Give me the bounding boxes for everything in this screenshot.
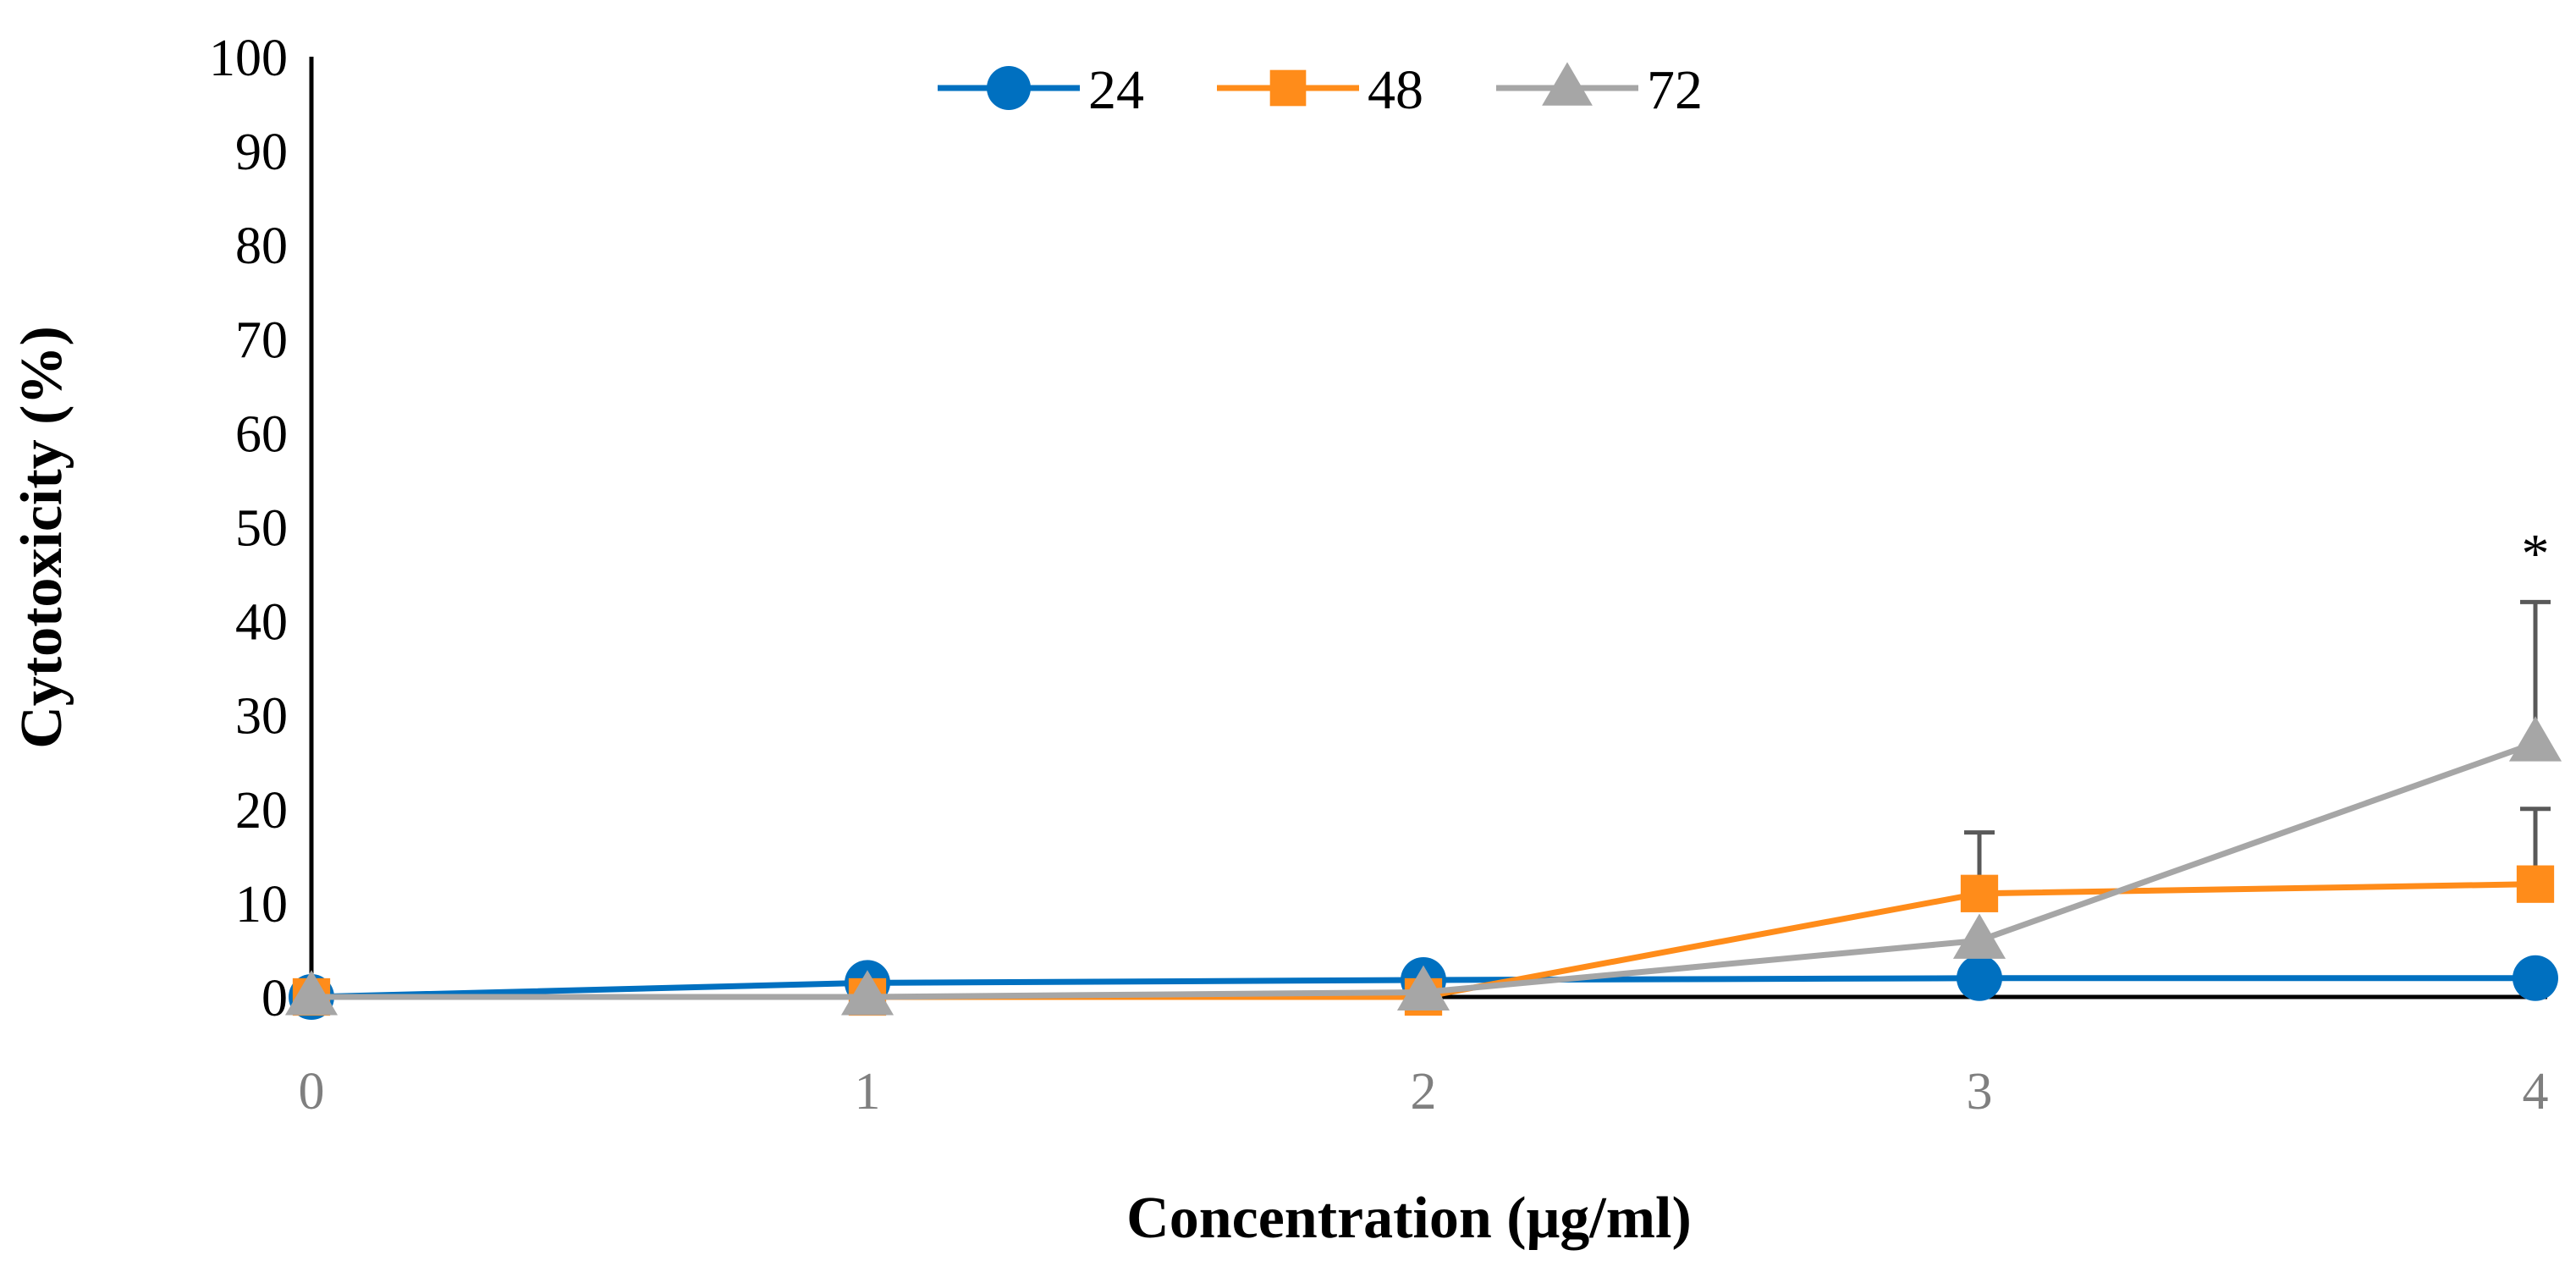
y-tick-label: 70: [235, 311, 288, 369]
data-point-72: [1396, 965, 1450, 1010]
y-axis-title: Cytotoxicity (%): [9, 326, 74, 749]
legend-label-72: 72: [1647, 59, 1703, 121]
y-tick-label: 60: [235, 405, 288, 463]
legend-item-24: 24: [938, 59, 1144, 121]
error-bars: [1964, 599, 2551, 894]
x-tick-label: 1: [855, 1063, 881, 1121]
legend-label-48: 48: [1368, 59, 1423, 121]
x-tick-label: 3: [1967, 1063, 1993, 1121]
data-point-48: [1960, 874, 1999, 912]
legend-label-24: 24: [1088, 59, 1144, 121]
legend: 24 48 72: [938, 59, 1703, 121]
y-tick-label: 40: [235, 594, 288, 652]
y-tick-label: 0: [261, 970, 288, 1027]
x-tick-label: 4: [2523, 1063, 2549, 1121]
data-point-48: [2516, 865, 2555, 903]
legend-marker-24: [987, 66, 1031, 110]
y-axis-ticks: 0 10 20 30 40 50 60 70 80 90 100: [209, 30, 288, 1027]
legend-marker-48: [1269, 69, 1307, 107]
y-tick-label: 90: [235, 124, 288, 181]
data-point-72: [2508, 716, 2562, 762]
y-tick-label: 50: [235, 500, 288, 558]
data-point-24: [1957, 955, 2002, 1001]
legend-item-48: 48: [1217, 59, 1423, 121]
y-tick-label: 30: [235, 688, 288, 746]
legend-marker-72: [1542, 62, 1593, 106]
legend-item-72: 72: [1496, 59, 1703, 121]
x-tick-label: 2: [1411, 1063, 1437, 1121]
y-tick-label: 20: [235, 782, 288, 840]
y-tick-label: 10: [235, 876, 288, 933]
x-tick-label: 0: [299, 1063, 325, 1121]
data-point-72: [284, 970, 339, 1016]
series-72: [284, 716, 2562, 1016]
data-point-72: [840, 970, 894, 1016]
x-axis-title: Concentration (μg/ml): [1126, 1186, 1692, 1251]
x-axis-ticks: 0 1 2 3 4: [299, 1063, 2549, 1121]
data-point-72: [1952, 913, 2006, 959]
significance-annotation: *: [2522, 523, 2550, 585]
y-tick-label: 100: [209, 30, 288, 87]
y-tick-label: 80: [235, 218, 288, 275]
series-lines: [284, 716, 2562, 1020]
data-point-24: [2513, 955, 2558, 1001]
